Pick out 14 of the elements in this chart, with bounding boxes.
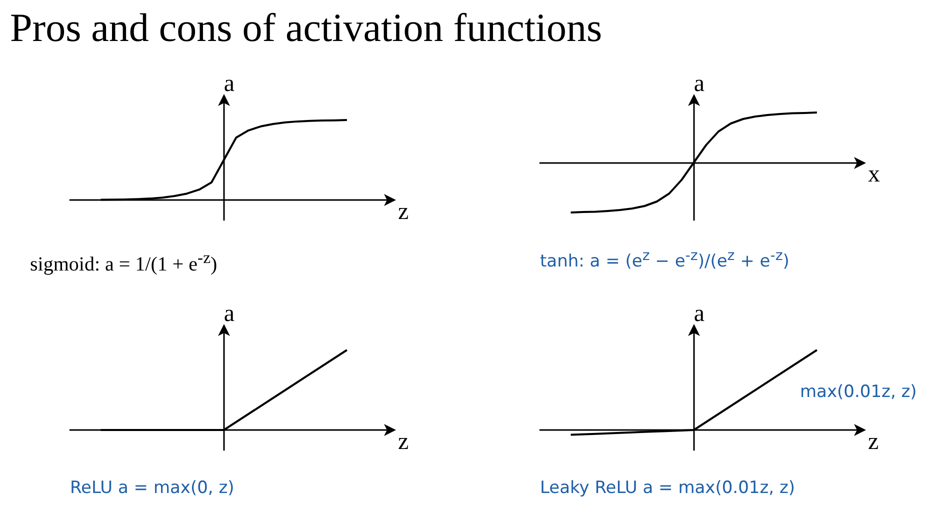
text: tanh: a = (e$^{z}$ − e$^{-z}$)/(e$^{z}$ + e$^{-z}$) (540, 248, 790, 272)
text: Leaky ReLU a = max(0.01z, z) (540, 478, 796, 498)
text: ReLU a = max(0, z) (70, 478, 234, 498)
y-axis-title: a (224, 71, 235, 97)
chart-title: Pros and cons of activation functions (10, 4, 602, 51)
x-axis-title: z (398, 429, 409, 455)
text: sigmoid: a = 1/(1 + e$^{-z}$) (30, 248, 218, 277)
x-axis-title: z (398, 199, 409, 225)
x-axis-title: x (868, 162, 880, 188)
y-axis-title: a (694, 71, 705, 97)
y-axis-title: a (694, 301, 705, 327)
y-axis-title: a (224, 301, 235, 327)
annotation: max(0.01z, z) (800, 382, 917, 402)
x-axis-title: z (868, 429, 879, 455)
